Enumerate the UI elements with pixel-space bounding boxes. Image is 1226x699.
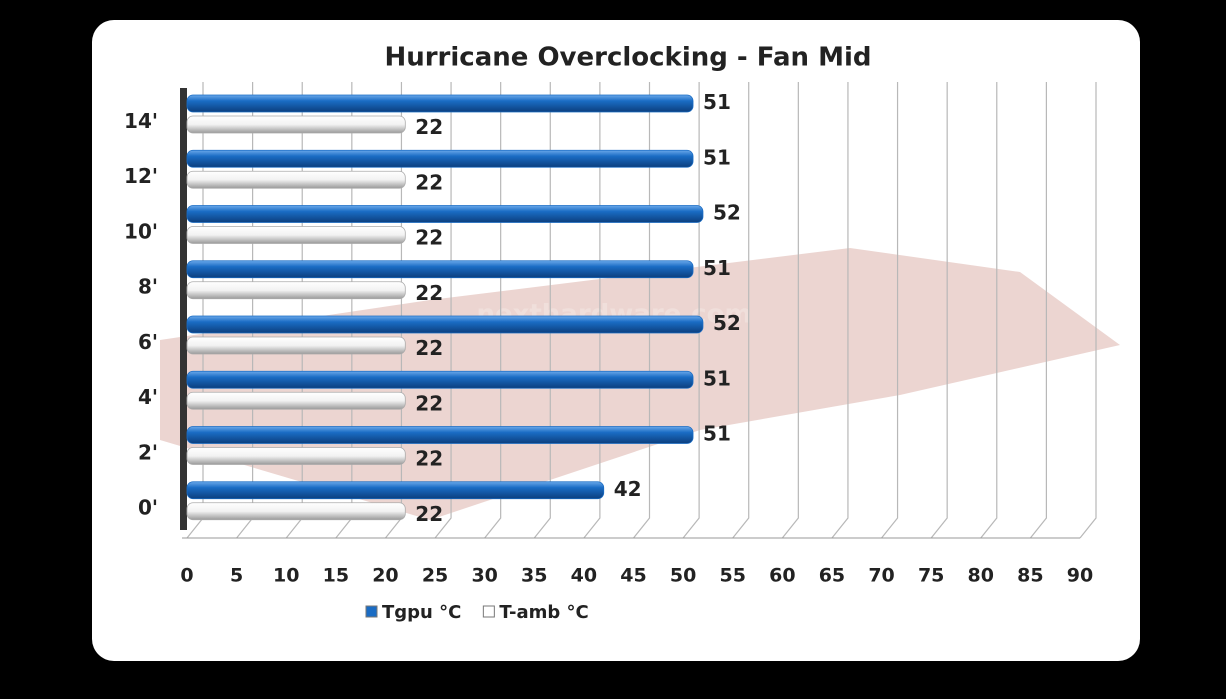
grid-line — [682, 82, 700, 539]
x-tick-label: 60 — [769, 565, 795, 587]
data-label: 22 — [415, 226, 443, 250]
data-label: 22 — [415, 170, 443, 194]
x-tick-label: 15 — [323, 565, 349, 587]
bar — [186, 315, 704, 334]
data-label: 22 — [415, 281, 443, 305]
bar — [186, 502, 406, 521]
bar — [186, 115, 406, 134]
grid-line — [583, 82, 601, 539]
grid-line — [484, 82, 502, 539]
y-tick-label: 14' — [124, 109, 158, 133]
grid-line — [881, 82, 899, 539]
grid-line — [1029, 82, 1047, 539]
x-tick-label: 30 — [471, 565, 497, 587]
x-tick-label: 40 — [571, 565, 597, 587]
grid-line — [980, 82, 998, 539]
grid-line — [781, 82, 799, 539]
y-tick-label: 10' — [124, 219, 158, 243]
bar — [186, 336, 406, 355]
x-tick-label: 75 — [918, 565, 944, 587]
data-label: 22 — [415, 115, 443, 139]
bar — [186, 226, 406, 244]
data-label: 51 — [703, 90, 731, 114]
x-tick-label: 50 — [670, 565, 696, 587]
bar — [186, 94, 694, 113]
y-tick-label: 8' — [138, 275, 158, 299]
chart-title: Hurricane Overclocking - Fan Mid — [384, 43, 871, 73]
legend-label: Tgpu °C — [382, 602, 461, 623]
x-tick-label: 45 — [620, 565, 646, 587]
data-label: 51 — [703, 256, 731, 280]
x-tick-label: 70 — [868, 565, 894, 587]
data-label: 22 — [415, 336, 443, 360]
x-tick-label: 25 — [422, 565, 448, 587]
data-label: 22 — [415, 502, 443, 526]
legend-swatch — [482, 605, 495, 618]
y-tick-label: 6' — [138, 330, 158, 354]
grid-line — [533, 82, 551, 539]
data-label: 42 — [614, 477, 642, 501]
grid-line — [1079, 82, 1097, 539]
bar — [186, 149, 694, 168]
y-tick-label: 2' — [138, 440, 158, 464]
grid-line — [930, 82, 948, 539]
bar — [186, 370, 694, 389]
bar — [186, 170, 406, 189]
y-tick-label: 12' — [124, 164, 158, 188]
x-tick-label: 85 — [1017, 565, 1043, 587]
x-tick-label: 80 — [968, 565, 994, 587]
bar — [186, 447, 406, 465]
bar — [186, 481, 605, 500]
bar — [186, 426, 694, 444]
grid-line — [831, 82, 849, 539]
data-label: 51 — [703, 366, 731, 390]
y-tick-label: 0' — [138, 496, 158, 520]
legend-label: T-amb °C — [499, 602, 588, 623]
grid-line — [434, 82, 452, 539]
x-tick-label: 5 — [230, 565, 243, 587]
y-axis-wall — [180, 88, 187, 530]
data-label: 22 — [415, 447, 443, 471]
bar — [186, 260, 694, 279]
grid-line — [732, 82, 750, 539]
bar — [186, 205, 704, 223]
x-tick-label: 65 — [819, 565, 845, 587]
x-tick-label: 35 — [521, 565, 547, 587]
bar — [186, 391, 406, 410]
data-label: 52 — [713, 311, 741, 335]
data-label: 52 — [713, 201, 741, 225]
data-label: 22 — [415, 391, 443, 415]
x-tick-label: 0 — [180, 565, 193, 587]
x-tick-label: 90 — [1067, 565, 1093, 587]
x-tick-label: 20 — [372, 565, 398, 587]
x-tick-label: 55 — [719, 565, 745, 587]
grid-line — [633, 82, 651, 539]
data-label: 51 — [703, 145, 731, 169]
bar — [186, 281, 406, 300]
y-tick-label: 4' — [138, 385, 158, 409]
data-label: 51 — [703, 422, 731, 446]
x-tick-label: 10 — [273, 565, 299, 587]
legend-swatch — [365, 605, 378, 618]
